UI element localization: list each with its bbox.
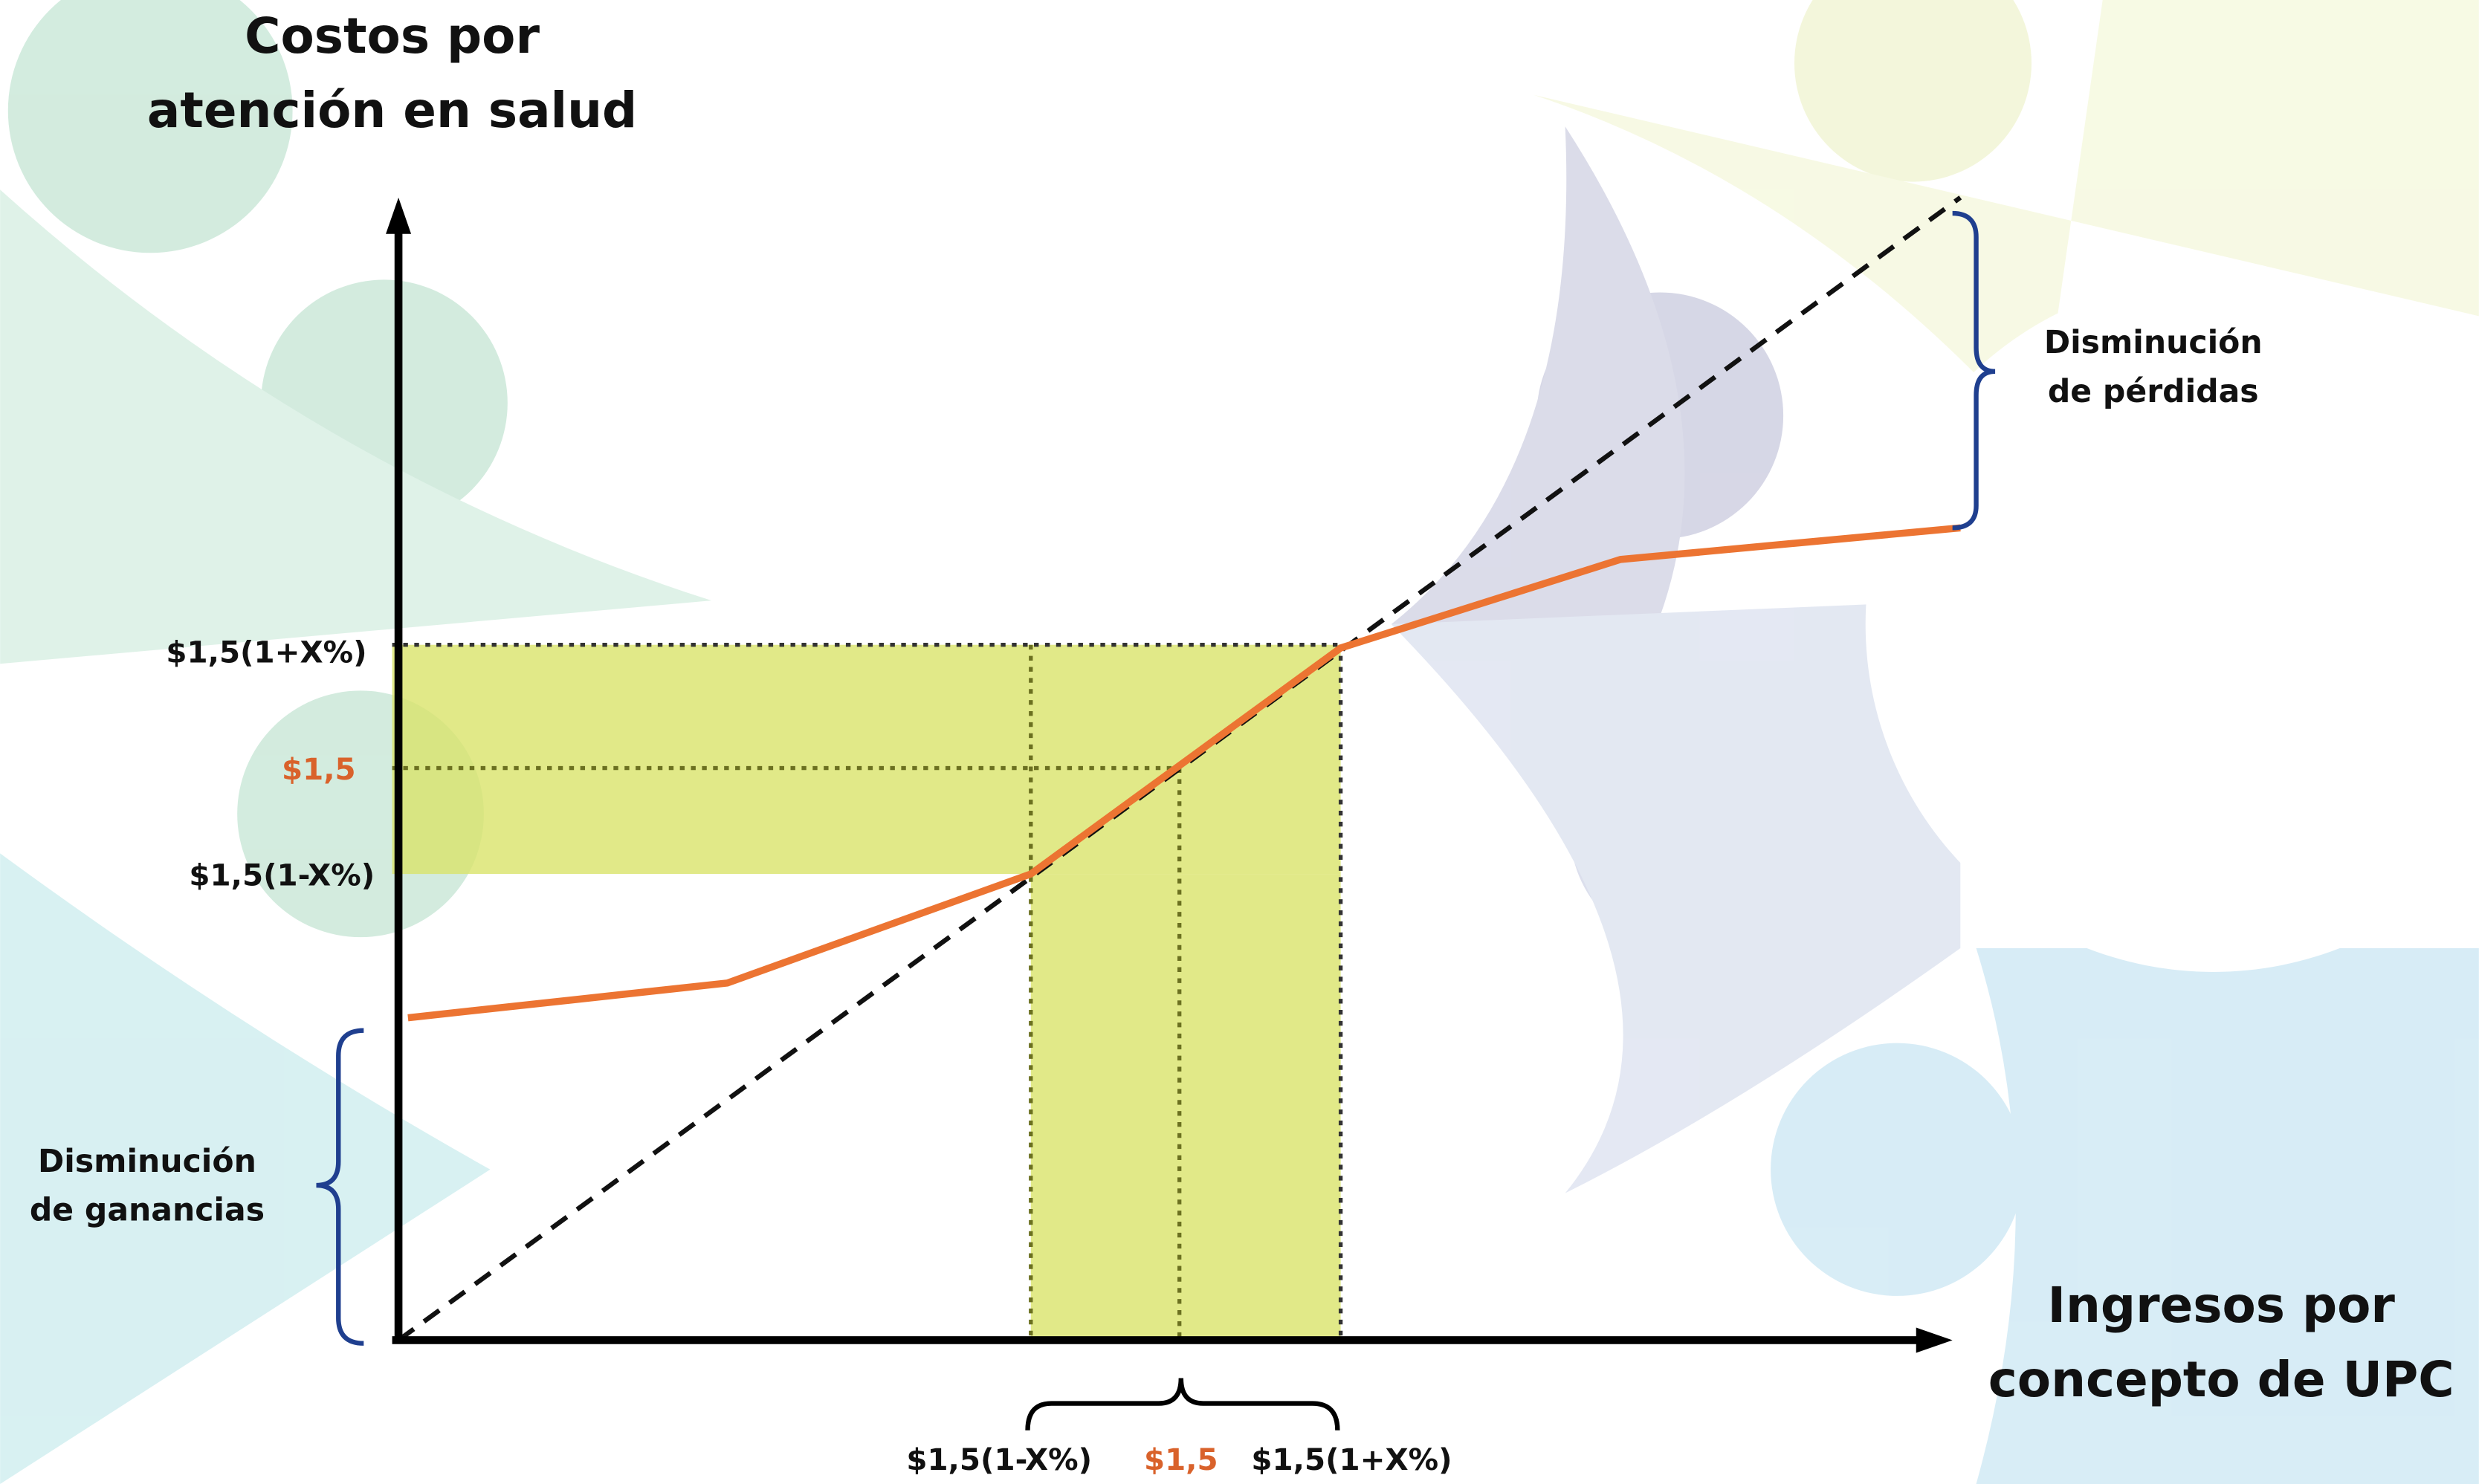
annotation: Disminución <box>38 1144 256 1180</box>
y-axis-title: Costos por <box>245 7 540 65</box>
x-label: $1,5(1+X%) <box>1251 1442 1452 1477</box>
y-band <box>392 645 1341 874</box>
y-label: $1,5(1+X%) <box>166 634 366 670</box>
x-label: $1,5(1-X%) <box>906 1442 1092 1477</box>
x-axis-title: Ingresos por <box>2047 1277 2395 1334</box>
annotation: Disminución <box>2044 325 2263 361</box>
annotation: de ganancias <box>30 1193 265 1229</box>
y-label: $1,5(1-X%) <box>189 857 375 892</box>
annotation: de pérdidas <box>2048 374 2259 410</box>
x-axis-title: concepto de UPC <box>1988 1351 2454 1408</box>
x-label: $1,5 <box>1144 1442 1218 1477</box>
y-label: $1,5 <box>282 751 356 787</box>
y-axis-title: atención en salud <box>147 82 637 139</box>
diagram: Costos por atención en salud Ingresos po… <box>0 0 2479 1484</box>
page: Costos por atención en salud Ingresos po… <box>0 0 2479 1484</box>
x-band <box>1031 874 1341 1340</box>
